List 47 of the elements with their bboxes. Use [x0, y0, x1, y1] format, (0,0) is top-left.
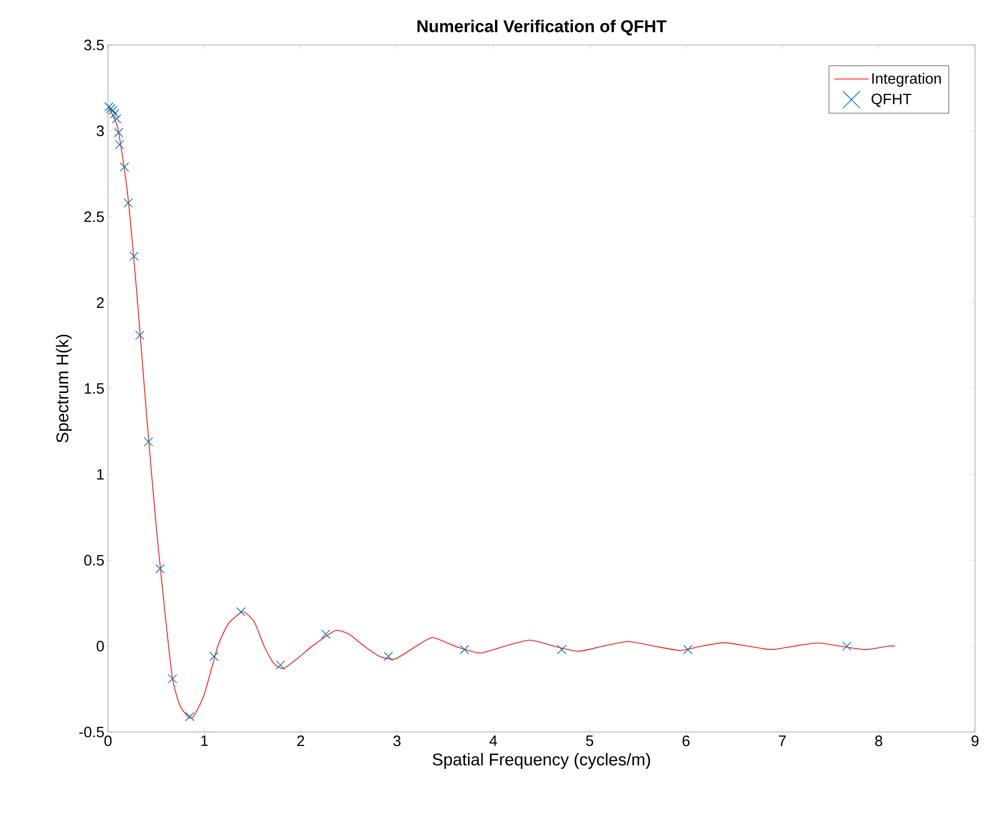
point — [135, 330, 144, 340]
point — [155, 564, 165, 574]
x-tick-label: 3 — [393, 736, 401, 746]
y-tick-label: -0.5 — [79, 726, 104, 738]
chart-title: Numerical Verification of QFHT — [417, 20, 666, 36]
point — [110, 109, 120, 118]
point — [168, 674, 178, 684]
x-tick-label: 7 — [778, 736, 786, 746]
x-tick-label: 6 — [682, 736, 690, 746]
point — [114, 140, 124, 150]
legend-label: Integration — [872, 72, 941, 87]
x-axis-title: Spatial Frequency (cycles/m) — [432, 753, 650, 769]
y-tick-label: 2 — [96, 297, 104, 308]
x-tick-label: 1 — [201, 736, 208, 746]
point — [185, 712, 195, 722]
point — [276, 660, 286, 670]
point — [321, 629, 330, 639]
x-tick-label: 8 — [875, 736, 882, 746]
y-tick-label: 1.5 — [84, 383, 104, 394]
y-axis-title: Spectrum H(k) — [56, 334, 72, 443]
point — [557, 644, 566, 654]
y-tick-label: 0 — [96, 640, 104, 652]
x-tick-label: 5 — [586, 736, 594, 746]
point — [124, 198, 133, 208]
point — [112, 114, 122, 124]
x-tick-label: 0 — [104, 736, 112, 746]
legend-label: QFHT — [872, 94, 912, 107]
point — [144, 437, 154, 446]
y-tick-label: 3 — [96, 126, 104, 136]
x-tick-label: 9 — [972, 736, 978, 746]
x-tick-label: 2 — [297, 736, 304, 746]
y-tick-label: 1 — [97, 469, 104, 480]
point — [842, 641, 852, 651]
point — [236, 607, 246, 616]
point — [209, 652, 219, 662]
point — [460, 644, 470, 654]
line-series — [108, 106, 896, 719]
y-tick-label: 2.5 — [84, 211, 104, 222]
point — [384, 652, 393, 662]
point — [683, 644, 693, 654]
x-tick-label: 4 — [490, 736, 498, 746]
point — [114, 128, 124, 138]
y-tick-label: 0.5 — [84, 554, 104, 566]
point — [120, 162, 130, 172]
y-tick-label: 3.5 — [84, 40, 104, 50]
point — [104, 102, 114, 112]
point — [129, 252, 139, 261]
